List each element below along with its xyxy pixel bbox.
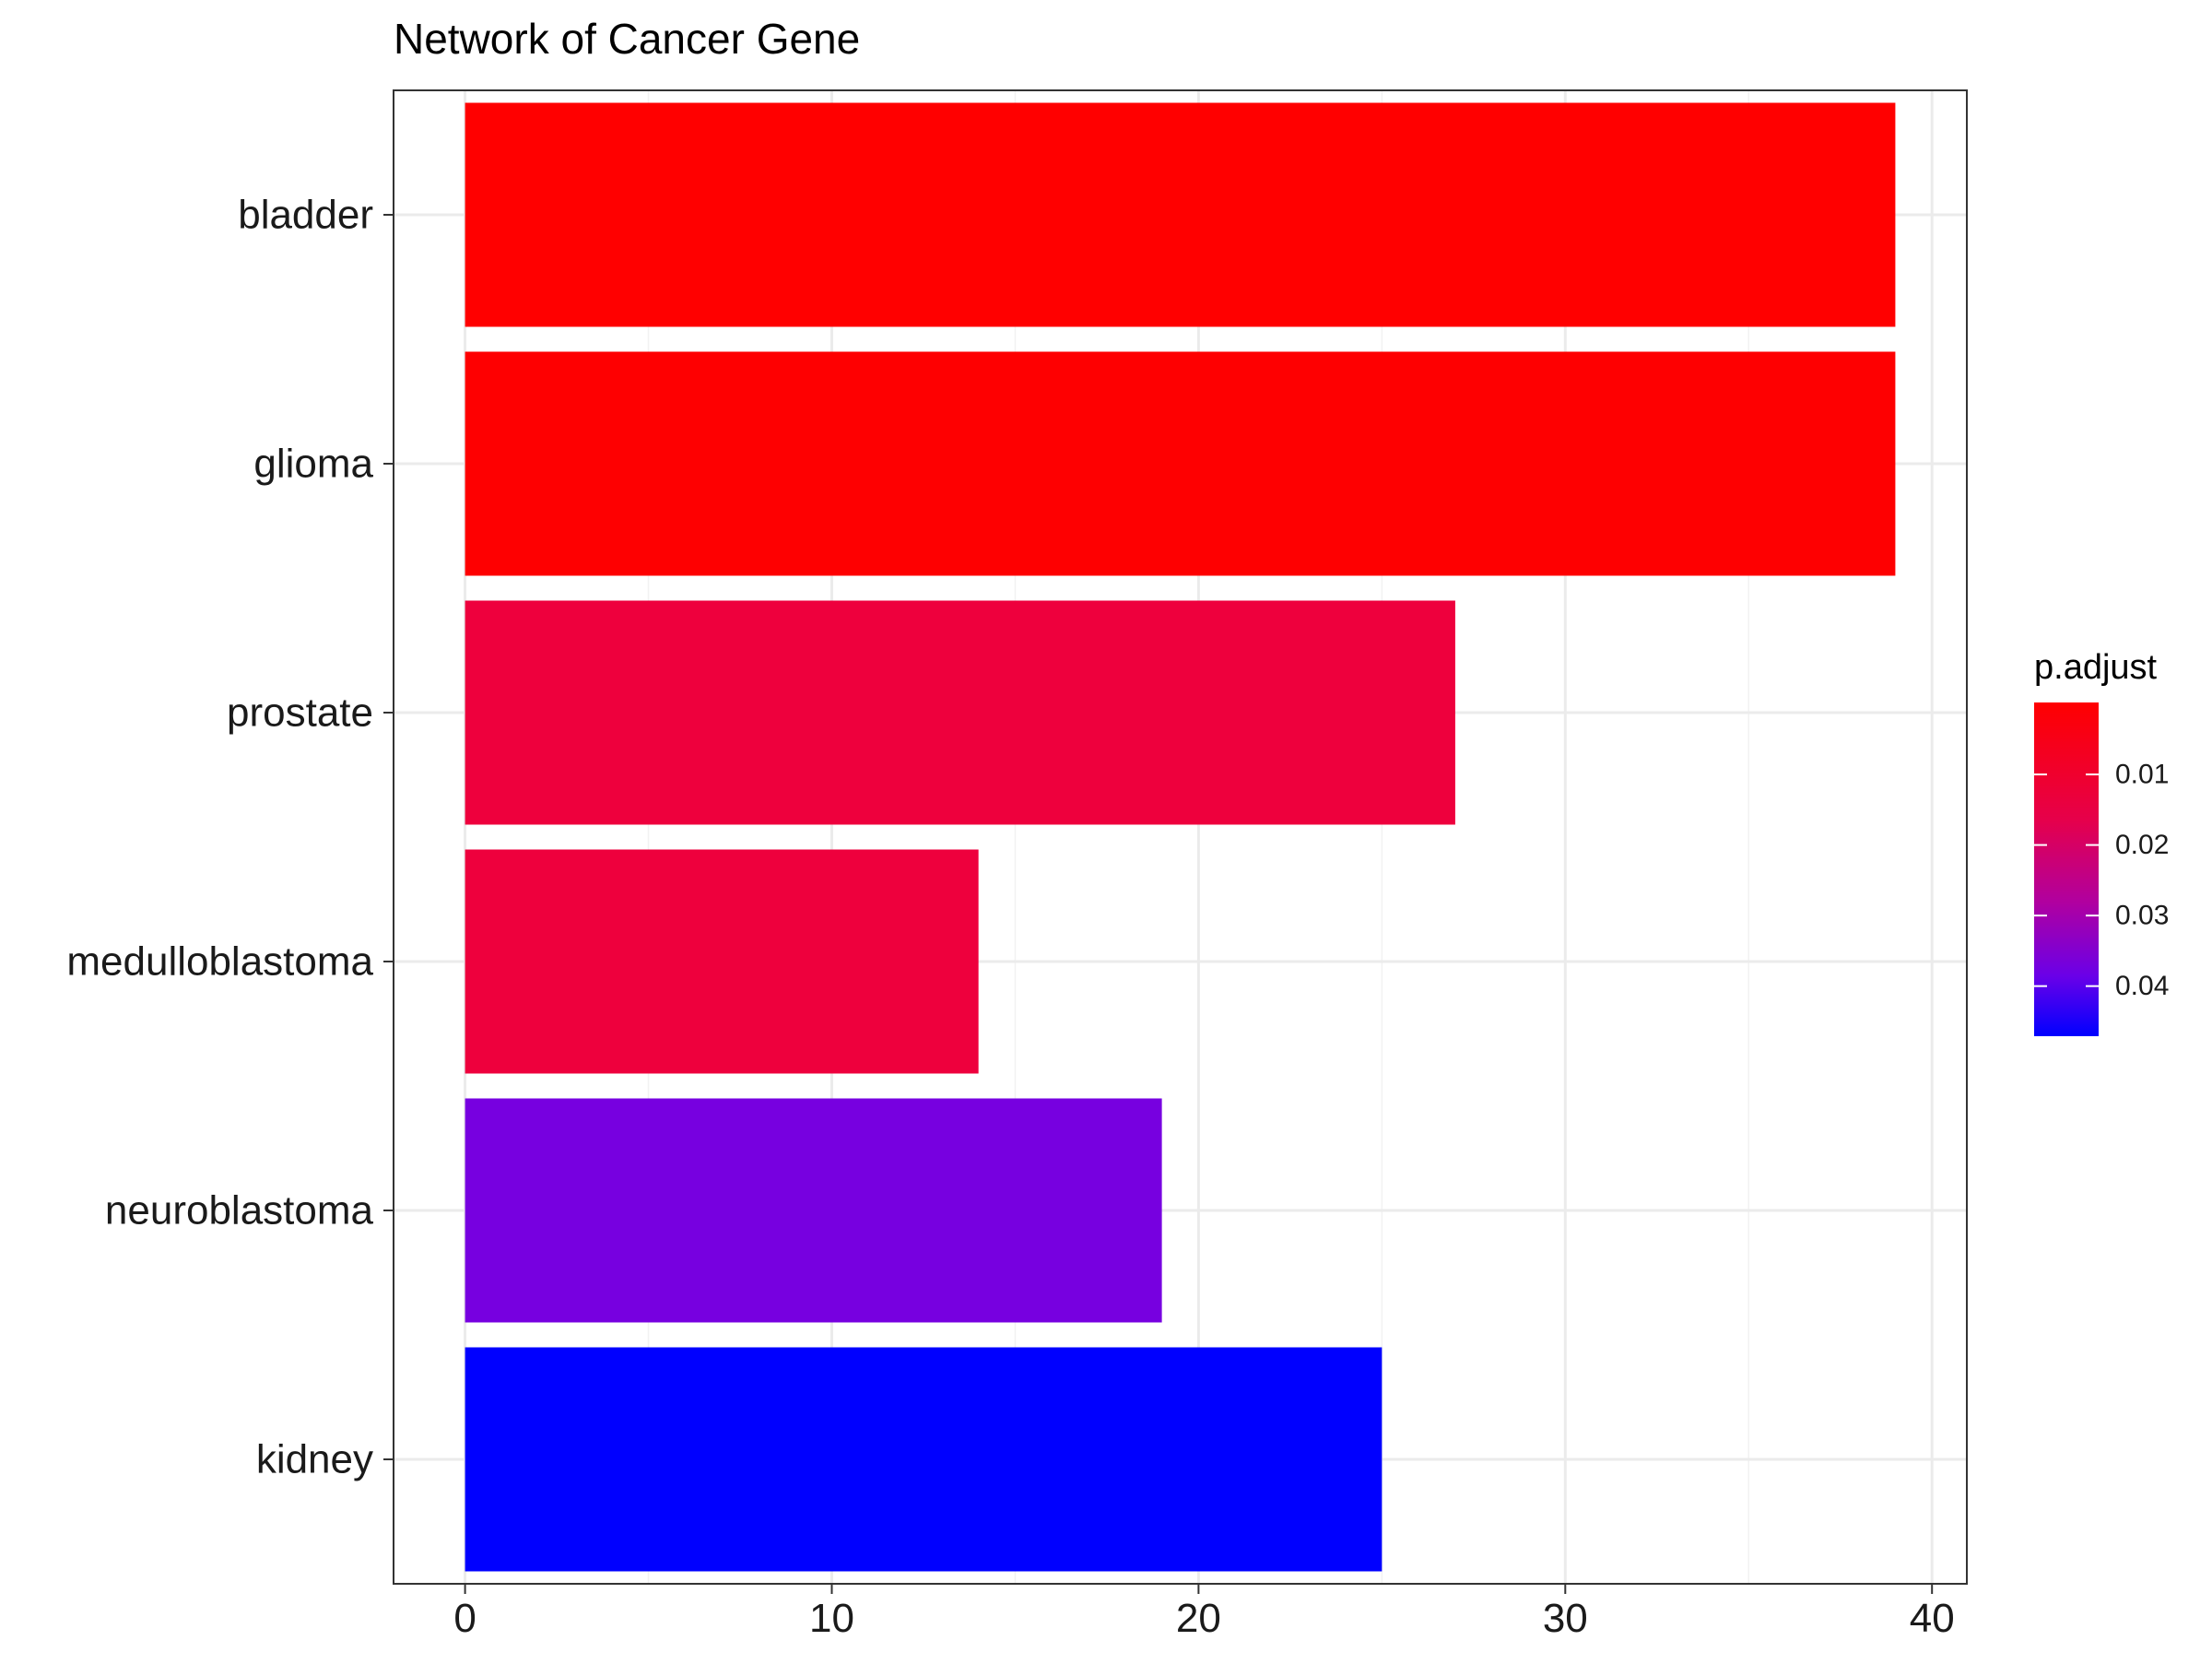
- legend-colorbar: [2034, 702, 2099, 1036]
- bar-kidney: [465, 1347, 1382, 1572]
- legend: p.adjust 0.01 0.02 0.03 0.04: [2034, 648, 2169, 1036]
- legend-ticks: 0.01 0.02 0.03 0.04: [2034, 760, 2169, 1001]
- y-tick-label: kidney: [256, 1437, 373, 1482]
- x-tick-label: 0: [453, 1596, 476, 1641]
- legend-tick-label: 0.04: [2115, 971, 2169, 1001]
- y-tick-label: prostate: [227, 690, 373, 736]
- chart-title: Network of Cancer Gene: [394, 15, 860, 63]
- x-tick-label: 40: [1910, 1596, 1955, 1641]
- x-tick-label: 10: [809, 1596, 854, 1641]
- legend-title: p.adjust: [2034, 648, 2158, 687]
- legend-tick-label: 0.03: [2115, 901, 2169, 931]
- x-tick-label: 20: [1176, 1596, 1221, 1641]
- axis-layer: bladder glioma prostate medulloblastoma neur…: [66, 193, 1954, 1642]
- bar-prostate: [465, 600, 1455, 825]
- bar-bladder: [465, 102, 1896, 327]
- bar-medulloblastoma: [465, 849, 979, 1074]
- y-tick-label: neuroblastoma: [105, 1188, 374, 1233]
- plot-panel-border: [393, 89, 1968, 1585]
- y-tick-label: glioma: [253, 442, 373, 487]
- x-tick-label: 30: [1543, 1596, 1588, 1641]
- legend-tick-label: 0.01: [2115, 760, 2169, 790]
- legend-tick-label: 0.02: [2115, 830, 2169, 860]
- y-tick-label: medulloblastoma: [66, 939, 373, 985]
- y-tick-label: bladder: [238, 193, 373, 238]
- bar-glioma: [465, 351, 1896, 576]
- bar-neuroblastoma: [465, 1098, 1162, 1323]
- bar-layer: [465, 102, 1896, 1572]
